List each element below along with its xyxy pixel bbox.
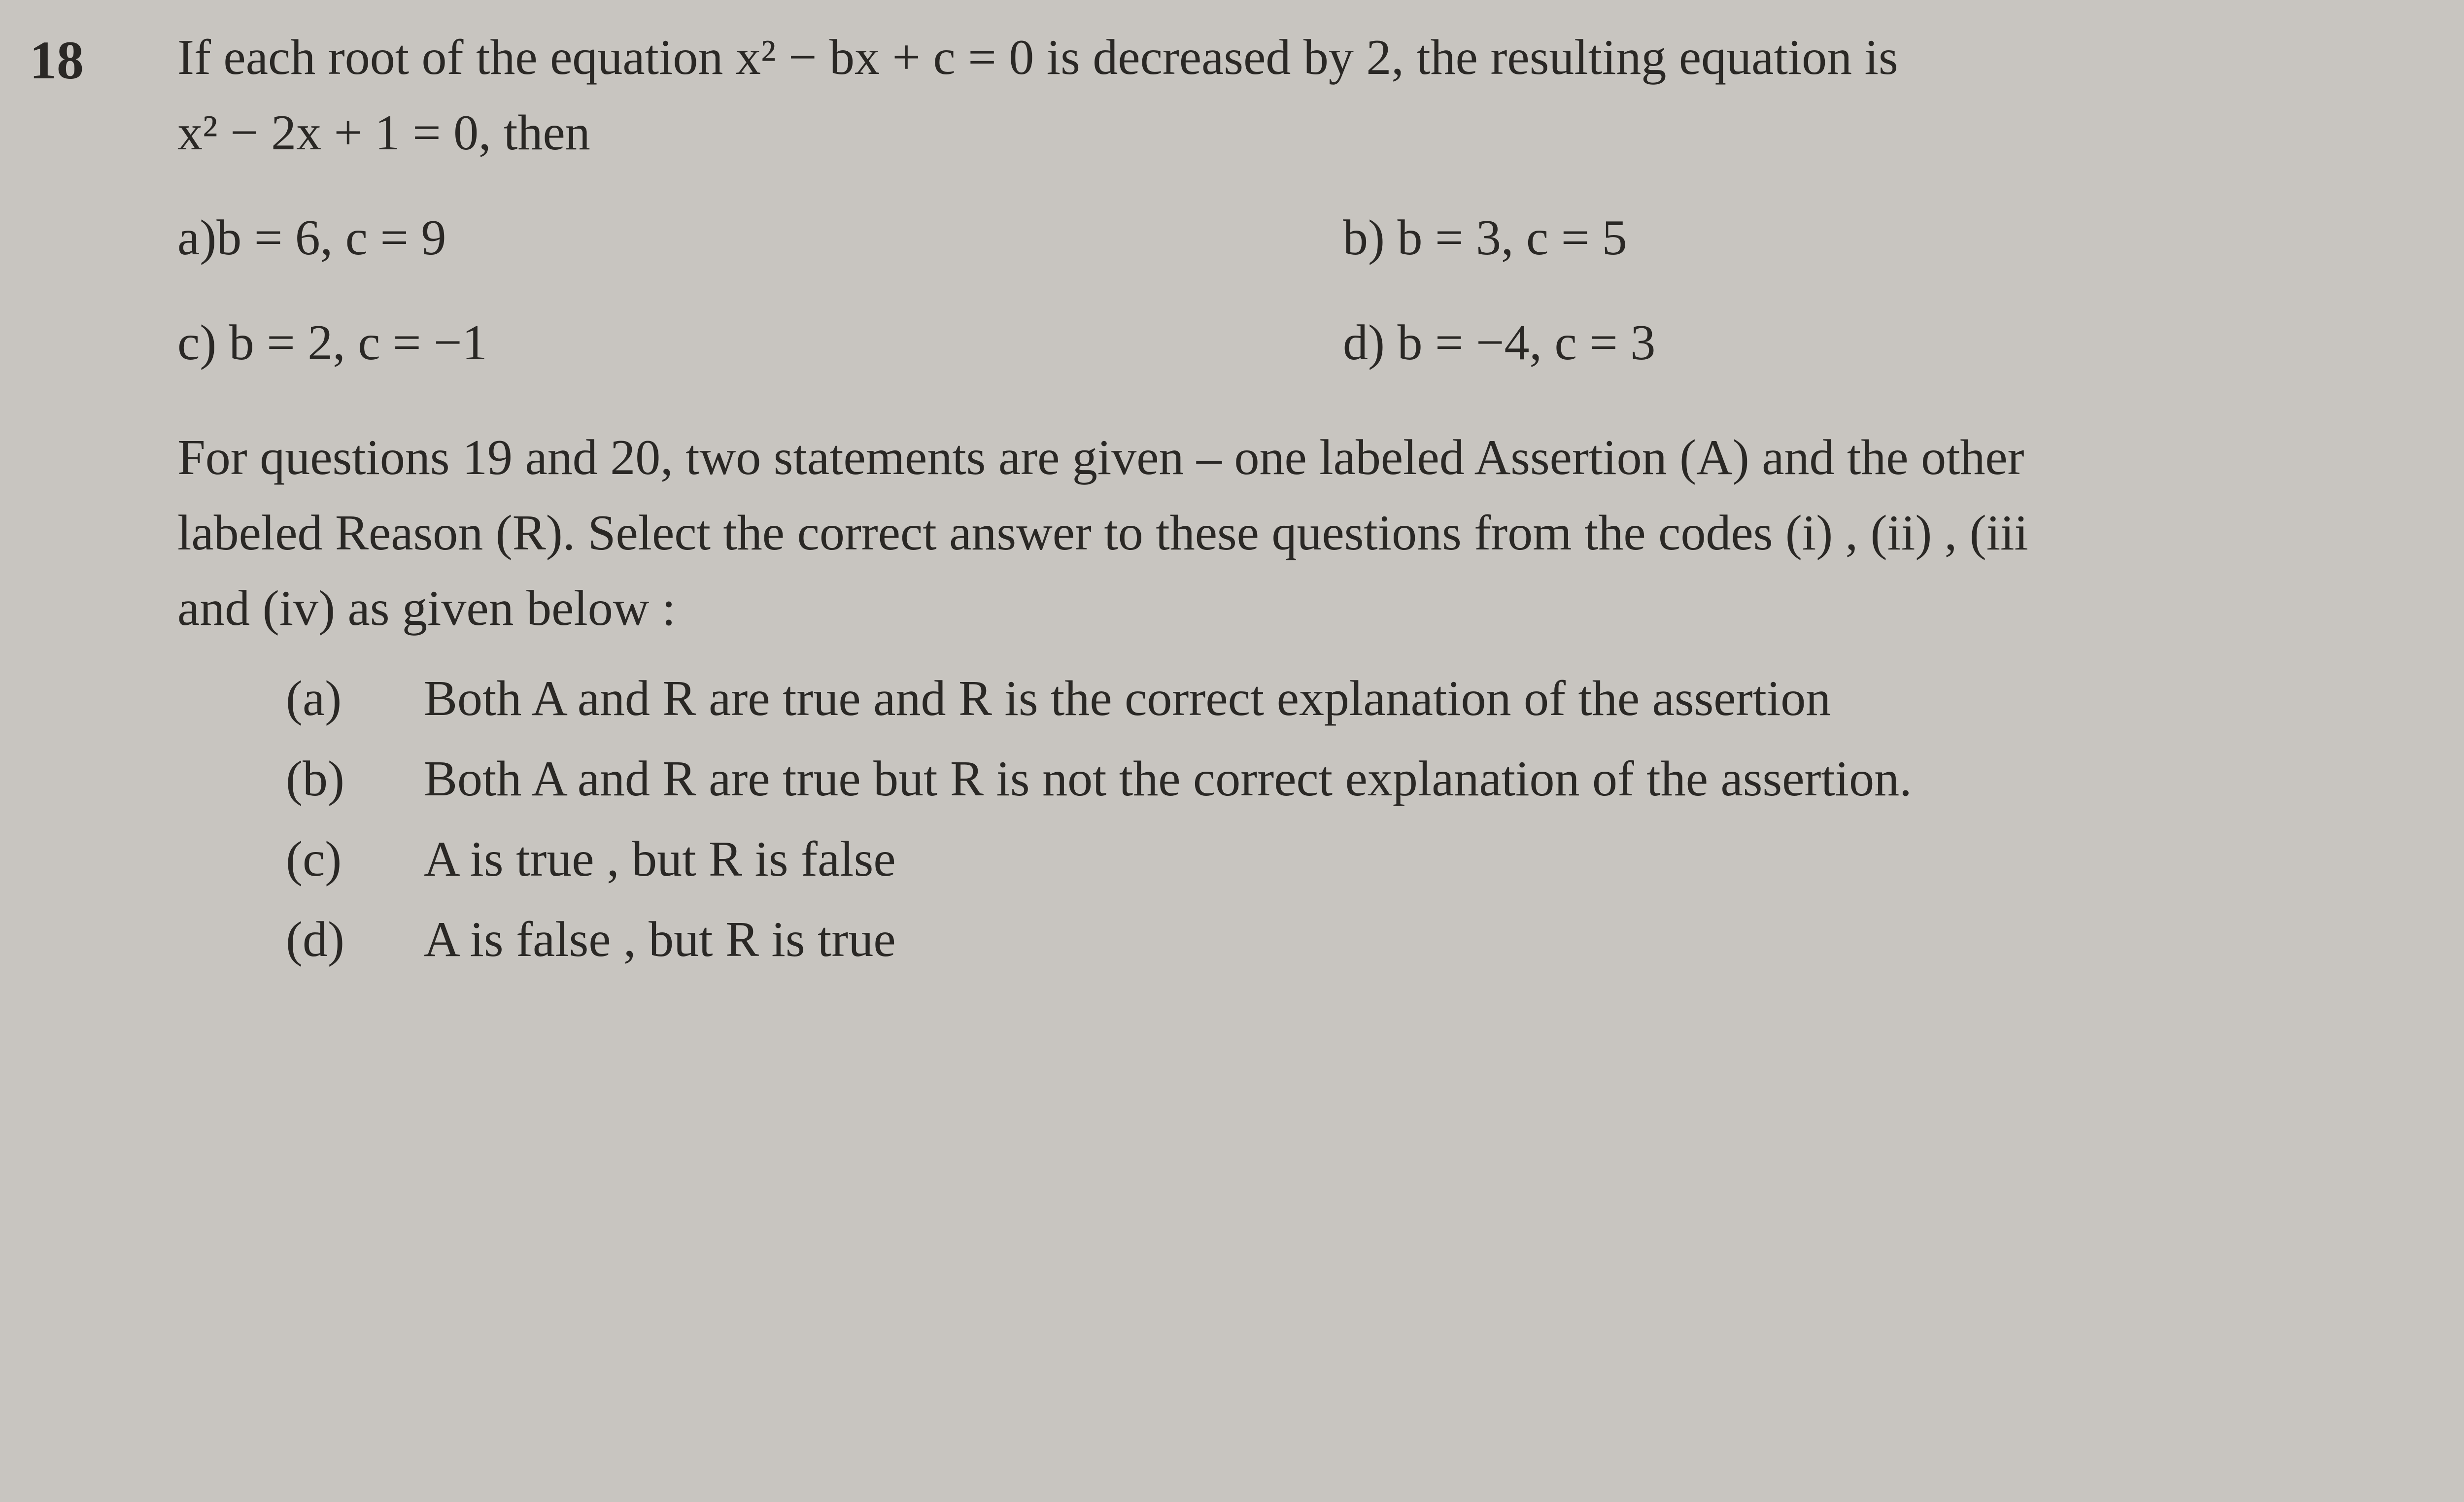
answer-option-c: (c) A is true , but R is false (286, 821, 2434, 897)
answer-label-a: (a) (286, 661, 424, 736)
answer-option-a: (a) Both A and R are true and R is the c… (286, 661, 2434, 736)
instructions-block: For questions 19 and 20, two statements … (177, 420, 2434, 646)
answer-label-b: (b) (286, 741, 424, 817)
option-a: a)b = 6, c = 9 (177, 200, 1269, 275)
option-b: b) b = 3, c = 5 (1343, 200, 2434, 275)
options-grid: a)b = 6, c = 9 b) b = 3, c = 5 c) b = 2,… (177, 200, 2434, 380)
answer-label-c: (c) (286, 821, 424, 897)
option-c: c) b = 2, c = −1 (177, 305, 1269, 380)
option-d: d) b = −4, c = 3 (1343, 305, 2434, 380)
instructions-line3: and (iv) as given below : (177, 580, 676, 636)
question-text-line1: If each root of the equation x² − bx + c… (177, 30, 1898, 85)
answer-options-block: (a) Both A and R are true and R is the c… (286, 661, 2434, 977)
answer-option-b: (b) Both A and R are true but R is not t… (286, 741, 2434, 817)
answer-text-b: Both A and R are true but R is not the c… (424, 741, 1912, 817)
question-content: If each root of the equation x² − bx + c… (177, 20, 2434, 982)
instructions-line2: labeled Reason (R). Select the correct a… (177, 505, 2028, 561)
question-text: If each root of the equation x² − bx + c… (177, 20, 2434, 171)
answer-text-d: A is false , but R is true (424, 902, 896, 977)
answer-option-d: (d) A is false , but R is true (286, 902, 2434, 977)
question-number: 18 (30, 20, 89, 101)
answer-text-c: A is true , but R is false (424, 821, 896, 897)
question-text-line2: x² − 2x + 1 = 0, then (177, 105, 590, 161)
answer-label-d: (d) (286, 902, 424, 977)
instructions-line1: For questions 19 and 20, two statements … (177, 430, 2024, 485)
answer-text-a: Both A and R are true and R is the corre… (424, 661, 1831, 736)
